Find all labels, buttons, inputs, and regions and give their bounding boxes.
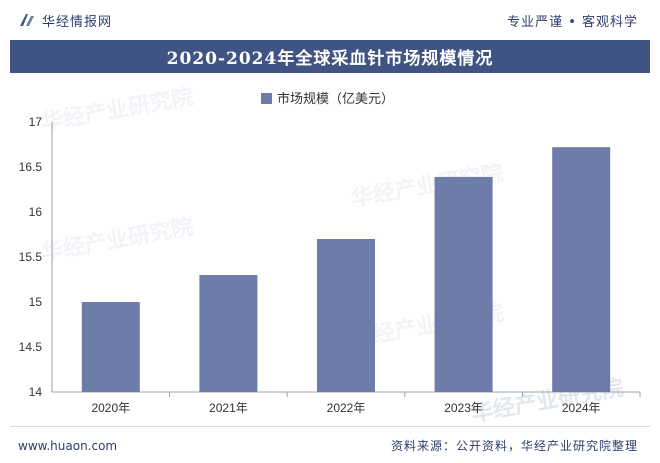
tagline: 专业严谨 • 客观科学 [507, 14, 638, 30]
bar-2024年 [552, 147, 611, 392]
chart-title: 2020-2024年全球采血针市场规模情况 [166, 49, 494, 69]
title-bar: 2020-2024年全球采血针市场规模情况 [10, 40, 650, 73]
x-tick-label: 2022年 [327, 401, 366, 415]
x-tick-label: 2020年 [91, 401, 130, 415]
site-url: www.huaon.com [18, 438, 118, 453]
legend-swatch [261, 93, 272, 104]
top-bar: 华经情报网 专业严谨 • 客观科学 [0, 0, 660, 40]
y-tick-label: 17 [29, 115, 43, 129]
bar-2022年 [317, 239, 375, 392]
y-tick-label: 15.5 [19, 250, 43, 264]
bar-2020年 [81, 302, 140, 392]
y-tick-label: 14 [29, 385, 43, 399]
source-note: 资料来源：公开资料，华经产业研究院整理 [390, 439, 638, 453]
x-tick-label: 2021年 [209, 401, 248, 415]
y-tick-label: 15 [29, 295, 43, 309]
y-tick-label: 14.5 [19, 340, 43, 354]
footer: www.huaon.com 资料来源：公开资料，华经产业研究院整理 [0, 428, 660, 463]
y-tick-label: 16.5 [19, 160, 43, 174]
brand-name: 华经情报网 [42, 14, 113, 30]
footer-divider [10, 426, 650, 427]
brand-logo-icon [18, 11, 36, 29]
x-tick-label: 2023年 [444, 401, 483, 415]
bar-chart: 14 14.5 15 15.5 16 16.5 17 2020年 2021年 2022年 2023年… [19, 91, 641, 415]
bar-2023年 [434, 176, 493, 392]
x-tick-label: 2024年 [562, 401, 601, 415]
y-tick-label: 16 [29, 205, 43, 219]
bar-2021年 [199, 275, 258, 392]
brand: 华经情报网 [18, 11, 112, 30]
legend-label: 市场规模（亿美元） [277, 91, 394, 106]
